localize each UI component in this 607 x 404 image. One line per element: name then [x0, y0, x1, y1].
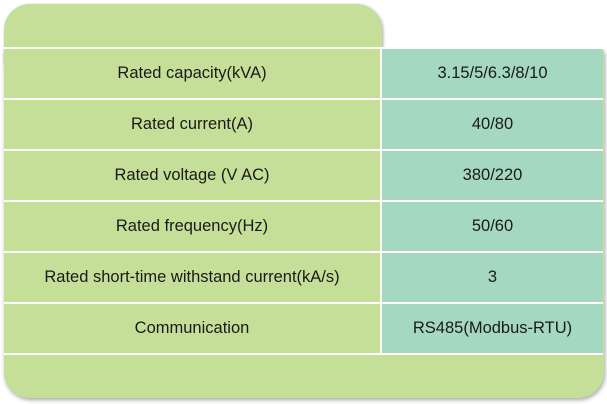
- parameter-cell: Rated frequency(Hz): [4, 201, 382, 253]
- parameter-cell: Rated short-time withstand current(kA/s): [4, 252, 382, 304]
- table-row: Rated frequency(Hz) 50/60: [4, 201, 603, 253]
- value-cell: 3: [381, 252, 603, 304]
- table-row: Rated short-time withstand current(kA/s)…: [4, 252, 603, 304]
- value-cell: 50/60: [381, 201, 603, 253]
- value-cell: RS485(Modbus-RTU): [381, 303, 603, 355]
- parameter-cell: Rated capacity(kVA): [4, 47, 382, 100]
- table-row: Rated capacity(kVA) 3.15/5/6.3/8/10: [4, 47, 603, 100]
- value-cell: 380/220: [381, 150, 603, 202]
- parameter-cell: Rated voltage (V AC): [4, 150, 382, 202]
- parameter-cell: Rated current(A): [4, 99, 382, 151]
- spec-table: Rated capacity(kVA) 3.15/5/6.3/8/10 Rate…: [4, 47, 603, 355]
- table-row: Rated voltage (V AC) 380/220: [4, 150, 603, 202]
- table-row: Rated current(A) 40/80: [4, 99, 603, 151]
- parameter-cell: Communication: [4, 303, 382, 355]
- value-cell: 40/80: [381, 99, 603, 151]
- table-row: Communication RS485(Modbus-RTU): [4, 303, 603, 355]
- value-cell: 3.15/5/6.3/8/10: [381, 47, 603, 100]
